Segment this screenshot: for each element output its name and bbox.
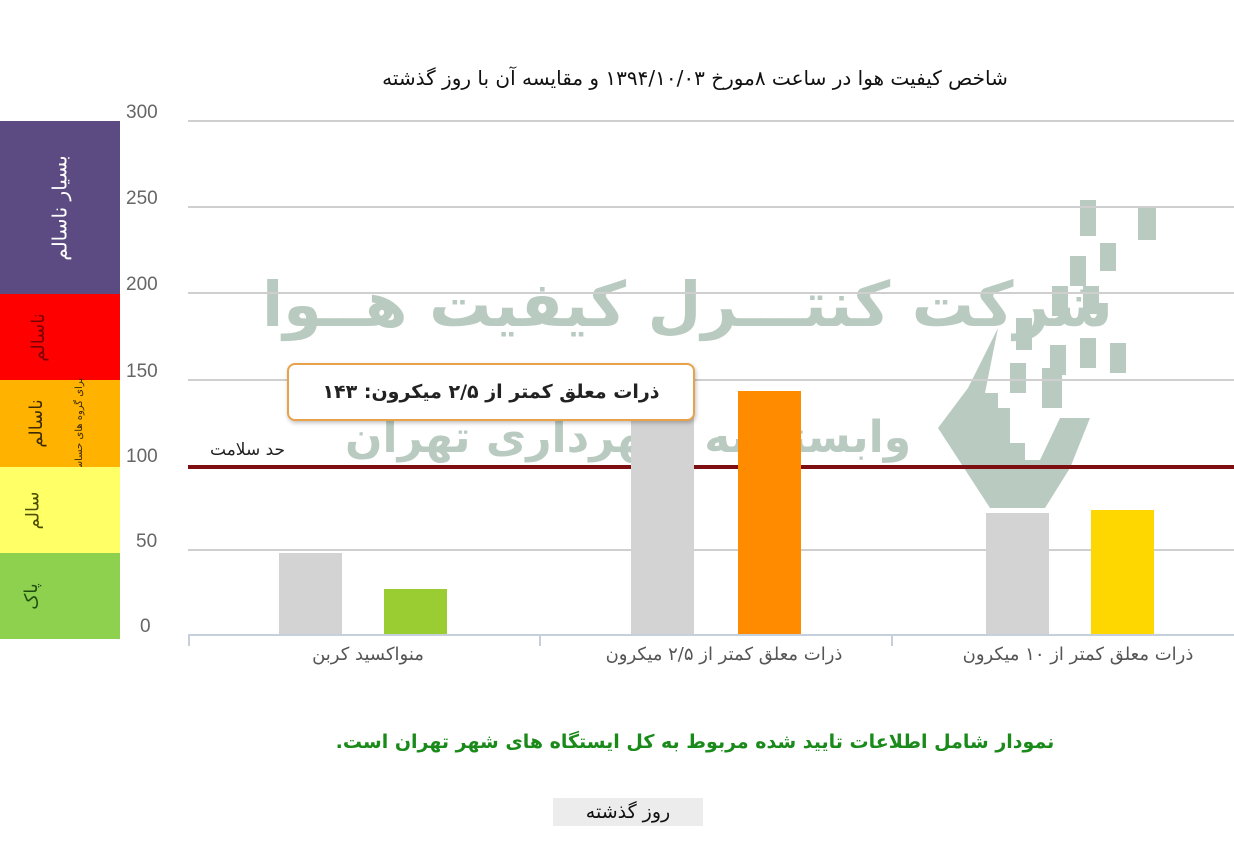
aqi-band-unhealthy: ناسالم: [0, 294, 120, 380]
aqi-band-clean: پاک: [0, 553, 120, 639]
x-tick: [539, 634, 541, 646]
chart-title: شاخص کیفیت هوا در ساعت ۸مورخ ۱۳۹۴/۱۰/۰۳ …: [382, 66, 1008, 90]
gridline: [188, 206, 1234, 208]
y-tick-100: 100: [126, 446, 158, 467]
bar-co-previous[interactable]: [279, 553, 342, 635]
bar-pm25-current[interactable]: [738, 391, 801, 635]
aqi-band-sensitive: ناسالم برای گروه های حساس: [0, 377, 120, 473]
band-label: سالم: [22, 490, 44, 530]
bar-pm10-previous[interactable]: [986, 513, 1049, 635]
band-label: ناسالم: [27, 312, 49, 362]
band-label: ناسالم: [25, 399, 47, 448]
tooltip-text: ذرات معلق کمتر از ۲/۵ میکرون: ۱۴۳: [322, 381, 660, 403]
y-tick-0: 0: [140, 616, 151, 637]
data-note: نمودار شامل اطلاعات تایید شده مربوط به ک…: [335, 731, 1055, 753]
gridline: [188, 549, 1234, 551]
y-tick-300: 300: [126, 102, 158, 123]
y-tick-50: 50: [136, 531, 158, 552]
x-tick: [891, 634, 893, 646]
watermark-line1: شرکت کنتـــرل کیفیت هــوا: [262, 268, 1114, 341]
y-tick-150: 150: [126, 361, 158, 382]
watermark-logo: [930, 198, 1160, 518]
band-label: بسیار ناسالم: [48, 154, 72, 261]
health-threshold-label: حد سلامت: [210, 440, 286, 460]
x-label-pm10: ذرات معلق کمتر از ۱۰ میکرون: [962, 644, 1194, 665]
previous-day-button[interactable]: روز گذشته: [553, 798, 703, 826]
aqi-band-healthy: سالم: [0, 467, 120, 553]
x-label-co: منواکسید کربن: [312, 644, 424, 665]
bar-pm10-current[interactable]: [1091, 510, 1154, 635]
band-label: پاک: [20, 582, 42, 610]
bar-tooltip: ذرات معلق کمتر از ۲/۵ میکرون: ۱۴۳: [287, 363, 695, 421]
health-threshold-line: [188, 465, 1234, 469]
x-label-pm25: ذرات معلق کمتر از ۲/۵ میکرون: [605, 644, 843, 665]
band-sub-label: برای گروه های حساس: [74, 377, 86, 473]
gridline: [188, 120, 1234, 122]
bar-co-current[interactable]: [384, 589, 447, 635]
y-tick-200: 200: [126, 274, 158, 295]
gridline: [188, 379, 1234, 381]
y-tick-250: 250: [126, 188, 158, 209]
gridline: [188, 292, 1234, 294]
aqi-band-very-unhealthy: بسیار ناسالم: [0, 121, 120, 294]
bar-pm25-previous[interactable]: [631, 405, 694, 635]
x-tick: [188, 634, 190, 646]
x-axis: [188, 634, 1234, 636]
